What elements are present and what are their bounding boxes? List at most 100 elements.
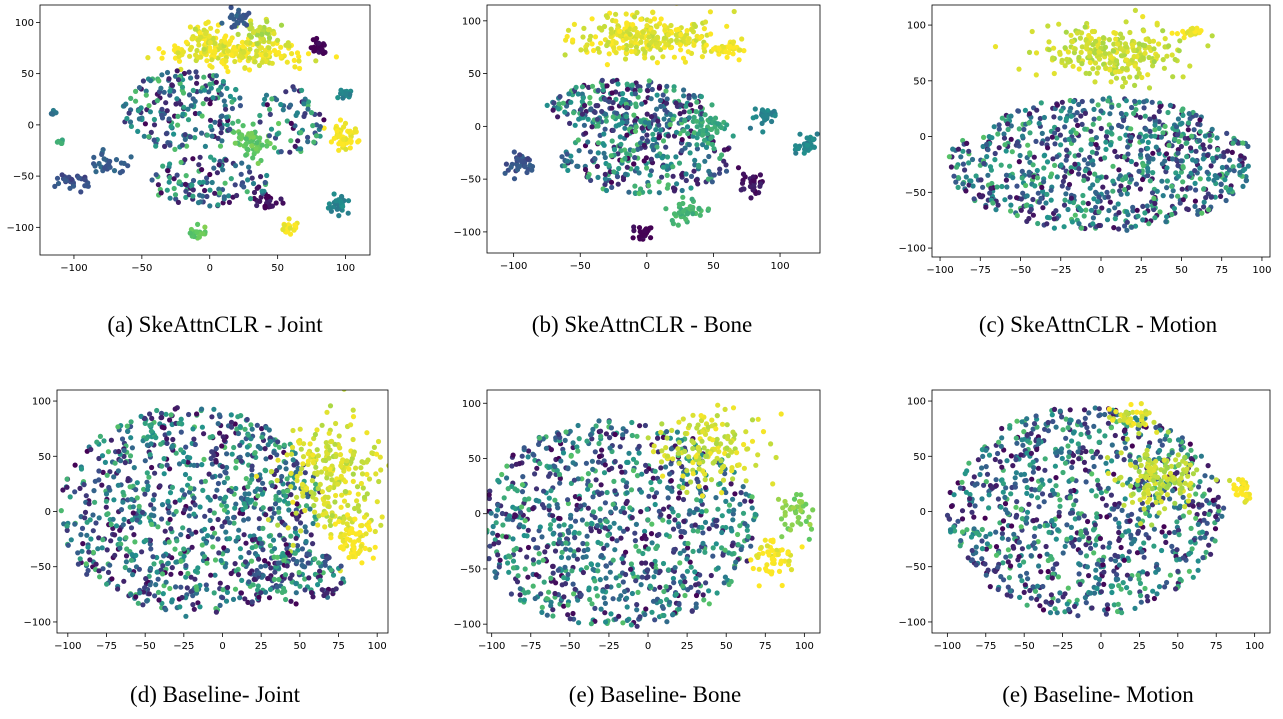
scatter-point xyxy=(953,179,959,185)
scatter-point xyxy=(356,138,362,144)
scatter-point xyxy=(94,439,100,445)
scatter-point xyxy=(239,577,245,583)
scatter-point xyxy=(282,572,289,578)
scatter-point xyxy=(617,525,623,531)
scatter-point xyxy=(644,138,650,144)
scatter-point xyxy=(241,49,247,55)
scatter-point xyxy=(1038,195,1044,201)
scatter-point xyxy=(167,92,173,98)
scatter-point xyxy=(1039,130,1045,136)
scatter-point xyxy=(811,144,817,150)
scatter-point xyxy=(1094,178,1100,184)
scatter-point xyxy=(199,424,205,430)
scatter-point xyxy=(953,164,960,170)
scatter-point xyxy=(673,37,680,44)
scatter-point xyxy=(613,40,619,46)
scatter-point xyxy=(689,27,695,33)
scatter-point xyxy=(268,565,274,571)
scatter-point xyxy=(110,525,116,531)
scatter-point xyxy=(1156,41,1162,47)
scatter-point xyxy=(1044,136,1051,142)
scatter-point xyxy=(1137,152,1144,158)
scatter-point xyxy=(192,502,198,508)
scatter-point xyxy=(647,172,653,178)
scatter-point xyxy=(235,430,242,437)
scatter-point xyxy=(192,26,198,32)
x-tick-label: −50 xyxy=(1010,265,1031,276)
scatter-point xyxy=(212,119,218,125)
scatter-point xyxy=(184,585,190,591)
scatter-point xyxy=(346,129,353,136)
scatter-point xyxy=(633,101,639,107)
scatter-point xyxy=(735,165,742,171)
scatter-point xyxy=(1078,113,1084,119)
scatter-point xyxy=(242,491,248,497)
scatter-point xyxy=(280,553,286,559)
scatter-point xyxy=(263,92,270,98)
scatter-point xyxy=(509,463,515,469)
scatter-point xyxy=(257,24,263,30)
scatter-point xyxy=(338,563,344,569)
scatter-point xyxy=(701,26,707,32)
scatter-point xyxy=(525,527,531,533)
scatter-point xyxy=(132,539,138,545)
scatter-point xyxy=(634,473,641,479)
scatter-point xyxy=(1166,142,1172,148)
scatter-point xyxy=(973,173,979,179)
scatter-point xyxy=(966,160,972,166)
scatter-point xyxy=(700,142,706,148)
scatter-point xyxy=(1043,200,1049,206)
scatter-point xyxy=(993,207,999,213)
scatter-point xyxy=(1143,36,1149,42)
scatter-point xyxy=(155,182,161,188)
scatter-point xyxy=(268,468,275,475)
scatter-point xyxy=(646,78,652,84)
scatter-point xyxy=(670,575,676,582)
scatter-point xyxy=(152,593,158,599)
scatter-point xyxy=(658,127,664,133)
scatter-point xyxy=(700,592,706,598)
scatter-point xyxy=(353,465,359,471)
scatter-point xyxy=(237,595,243,601)
scatter-point xyxy=(172,546,178,552)
scatter-point xyxy=(228,424,235,430)
scatter-point xyxy=(258,174,264,180)
scatter-point xyxy=(88,536,94,542)
scatter-point xyxy=(984,154,990,160)
scatter-point xyxy=(1200,142,1206,148)
scatter-point xyxy=(606,51,612,57)
scatter-point xyxy=(1025,142,1031,148)
scatter-point xyxy=(192,127,199,133)
scatter-point xyxy=(133,98,139,104)
scatter-point xyxy=(316,513,322,519)
scatter-point xyxy=(262,96,268,102)
scatter-point xyxy=(311,435,317,442)
scatter-point xyxy=(1108,79,1114,85)
scatter-point xyxy=(245,432,251,438)
scatter-point xyxy=(1049,134,1055,140)
scatter-point xyxy=(237,103,243,109)
scatter-point xyxy=(252,501,258,507)
x-tick-label: 100 xyxy=(770,261,789,272)
scatter-point xyxy=(191,462,197,468)
scatter-point xyxy=(278,44,284,50)
scatter-point xyxy=(369,450,375,456)
scatter-point xyxy=(328,535,334,541)
scatter-point xyxy=(602,171,608,177)
scatter-point xyxy=(710,46,717,52)
scatter-point xyxy=(168,412,174,418)
scatter-point xyxy=(1035,190,1041,196)
scatter-point xyxy=(656,190,662,196)
scatter-point xyxy=(240,510,246,517)
scatter-point xyxy=(355,505,361,511)
scatter-point xyxy=(721,147,727,153)
scatter-point xyxy=(219,523,225,529)
scatter-point xyxy=(698,498,704,504)
scatter-point xyxy=(617,134,623,140)
scatter-point xyxy=(252,450,258,456)
scatter-point xyxy=(331,135,337,141)
scatter-point xyxy=(362,545,368,551)
scatter-point xyxy=(335,95,341,101)
scatter-point xyxy=(130,572,136,578)
scatter-point xyxy=(1195,208,1201,214)
